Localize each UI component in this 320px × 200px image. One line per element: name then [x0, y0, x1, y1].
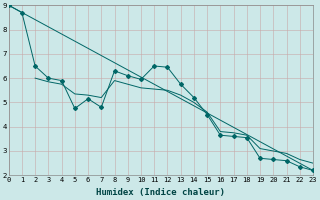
X-axis label: Humidex (Indice chaleur): Humidex (Indice chaleur): [96, 188, 225, 197]
